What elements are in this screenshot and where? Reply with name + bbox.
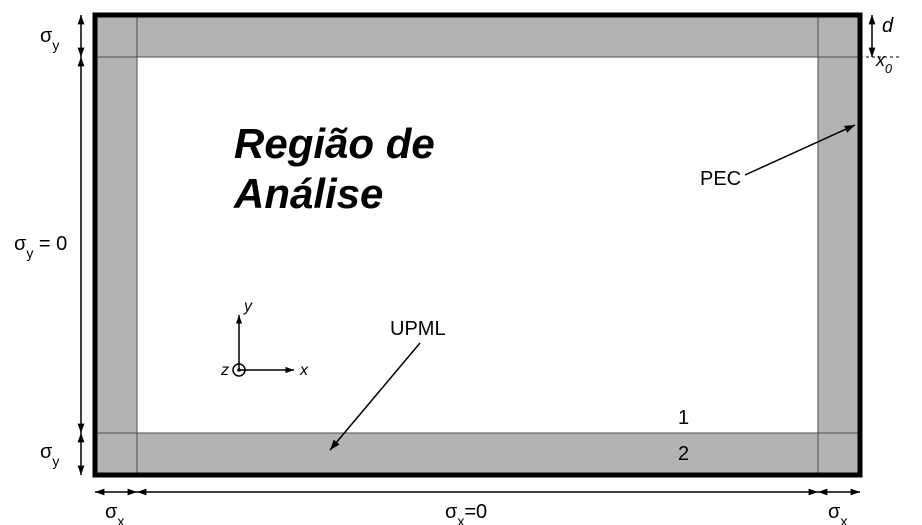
d-label: d [882,15,894,37]
upml-layer [95,15,860,475]
x0-label: x0 [875,50,892,76]
svg-text:σy: σy [40,441,59,469]
svg-text:x: x [299,362,309,379]
svg-text:σx: σx [105,501,124,525]
upml-label: UPML [390,318,446,340]
svg-text:σx: σx [828,501,847,525]
svg-text:y: y [243,298,253,315]
title-line1: Região de [234,120,435,167]
title-line2: Análise [233,170,383,217]
svg-text:z: z [220,362,229,379]
svg-text:σy: σy [40,25,59,53]
svg-text:σx=0: σx=0 [445,501,487,525]
pec-label: PEC [700,168,741,190]
region-1-label: 1 [678,407,689,429]
region-2-label: 2 [678,443,689,465]
svg-text:σy = 0: σy = 0 [14,233,67,261]
